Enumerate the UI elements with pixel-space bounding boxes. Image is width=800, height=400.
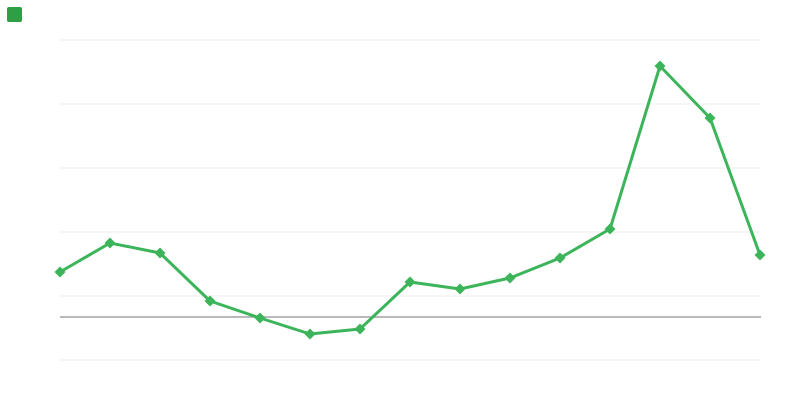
- data-point-marker: [204, 295, 216, 307]
- data-point-marker: [104, 237, 116, 249]
- data-point-marker: [304, 328, 316, 340]
- series-color-swatch-icon: [7, 7, 22, 22]
- series-line: [58, 64, 762, 336]
- data-point-marker: [254, 312, 266, 324]
- data-point-marker: [354, 323, 366, 335]
- data-point-marker: [154, 247, 166, 259]
- data-point-marker: [454, 283, 466, 295]
- data-point-marker: [404, 276, 416, 288]
- data-point-marker: [754, 249, 766, 261]
- data-point-marker: [54, 266, 66, 278]
- data-point-marker: [654, 60, 666, 72]
- data-point-marker: [554, 252, 566, 264]
- data-point-marker: [604, 223, 616, 235]
- data-point-marker: [504, 272, 516, 284]
- data-point-marker: [704, 112, 716, 124]
